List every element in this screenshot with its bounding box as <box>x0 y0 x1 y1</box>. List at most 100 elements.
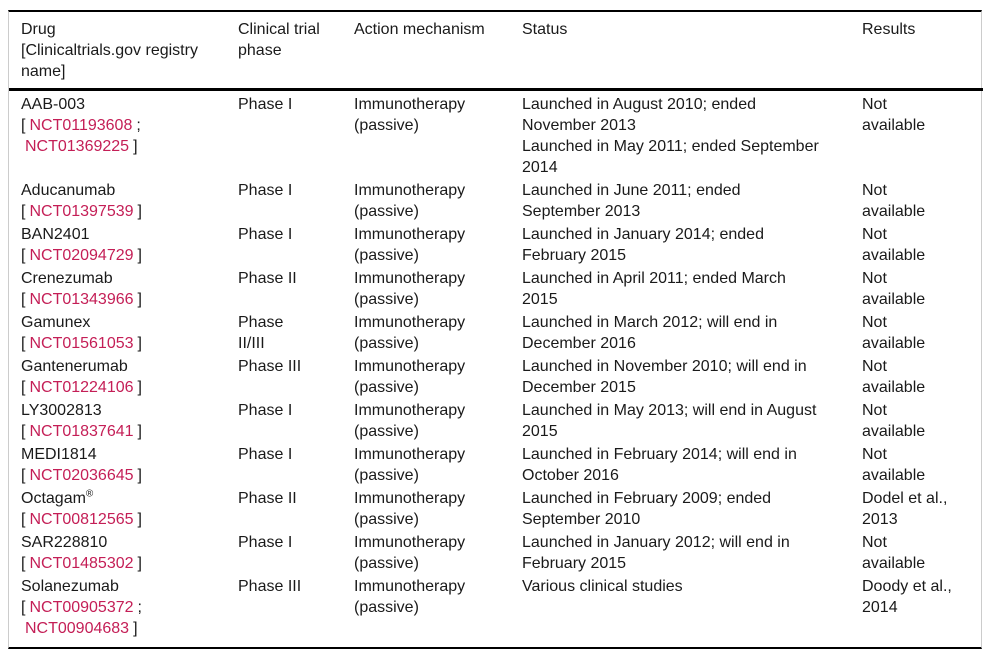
drug-cell: Octagam® [NCT00812565] <box>9 487 226 531</box>
nct-registry-link[interactable]: NCT01837641 <box>29 423 134 440</box>
phase-cell: Phase II/III <box>226 311 342 355</box>
results-text: Dodel et al., 2013 <box>862 490 948 528</box>
status-cell: Launched in January 2014; ended February… <box>510 223 850 267</box>
nct-registry-link[interactable]: NCT02094729 <box>29 247 134 264</box>
table-row: Crenezumab [NCT01343966] Phase II Immuno… <box>9 267 983 311</box>
phase-text: Phase I <box>238 534 293 551</box>
status-cell: Launched in August 2010; ended November … <box>510 90 850 180</box>
mechanism-cell: Immunotherapy (passive) <box>342 355 510 399</box>
bracket-open: [ <box>21 203 26 220</box>
status-text: Launched in January 2012; will end in Fe… <box>522 534 790 572</box>
status-text: Launched in August 2010; ended November … <box>522 96 756 134</box>
table-row: Octagam® [NCT00812565] Phase II Immunoth… <box>9 487 983 531</box>
mechanism-cell: Immunotherapy (passive) <box>342 311 510 355</box>
status-text: Launched in November 2010; will end in D… <box>522 358 807 396</box>
phase-text: Phase I <box>238 182 293 199</box>
separator-semicolon: ; <box>136 117 141 134</box>
status-text: Launched in January 2014; ended February… <box>522 226 764 264</box>
table-row: BAN2401 [NCT02094729] Phase I Immunother… <box>9 223 983 267</box>
table-row: Gantenerumab [NCT01224106] Phase III Imm… <box>9 355 983 399</box>
drug-cell: AAB-003 [NCT01193608; NCT01369225] <box>9 90 226 180</box>
registry-line: [NCT00905372; <box>21 597 214 618</box>
bracket-open: [ <box>21 335 26 352</box>
results-cell: Not available <box>850 399 983 443</box>
status-cell: Launched in May 2013; will end in August… <box>510 399 850 443</box>
nct-registry-link[interactable]: NCT00905372 <box>29 599 134 616</box>
drug-cell: BAN2401 [NCT02094729] <box>9 223 226 267</box>
drug-name: Solanezumab <box>21 578 119 595</box>
nct-registry-link[interactable]: NCT00904683 <box>25 620 130 637</box>
column-header-drug-line1: Drug <box>21 21 56 38</box>
drug-cell: LY3002813 [NCT01837641] <box>9 399 226 443</box>
registry-line: NCT00904683] <box>21 618 214 639</box>
bracket-open: [ <box>21 291 26 308</box>
bracket-close: ] <box>133 620 138 637</box>
status-cell: Launched in November 2010; will end in D… <box>510 355 850 399</box>
results-cell: Not available <box>850 311 983 355</box>
mechanism-cell: Immunotherapy (passive) <box>342 443 510 487</box>
drug-name: Gamunex <box>21 314 91 331</box>
drug-cell: Gamunex [NCT01561053] <box>9 311 226 355</box>
mechanism-cell: Immunotherapy (passive) <box>342 223 510 267</box>
registry-line: [NCT01193608; <box>21 115 214 136</box>
phase-cell: Phase III <box>226 575 342 647</box>
mechanism-text: Immunotherapy (passive) <box>354 578 466 616</box>
results-text: Not available <box>862 358 926 396</box>
nct-registry-link[interactable]: NCT02036645 <box>29 467 134 484</box>
phase-cell: Phase I <box>226 223 342 267</box>
results-text: Doody et al., 2014 <box>862 578 952 616</box>
results-cell: Not available <box>850 223 983 267</box>
status-text: Launched in April 2011; ended March 2015 <box>522 270 786 308</box>
mechanism-text: Immunotherapy (passive) <box>354 96 466 134</box>
bracket-open: [ <box>21 467 26 484</box>
results-cell: Doody et al., 2014 <box>850 575 983 647</box>
mechanism-cell: Immunotherapy (passive) <box>342 487 510 531</box>
column-header-phase: Clinical trial phase <box>226 12 342 91</box>
column-header-drug-line2: [Clinicaltrials.gov registry name] <box>21 42 198 80</box>
results-cell: Not available <box>850 90 983 180</box>
mechanism-cell: Immunotherapy (passive) <box>342 575 510 647</box>
status-cell: Launched in January 2012; will end in Fe… <box>510 531 850 575</box>
nct-registry-link[interactable]: NCT01561053 <box>29 335 134 352</box>
registry-line: [NCT01485302] <box>21 553 214 574</box>
drug-cell: Gantenerumab [NCT01224106] <box>9 355 226 399</box>
nct-registry-link[interactable]: NCT01485302 <box>29 555 134 572</box>
registry-line: NCT01369225] <box>21 136 214 157</box>
mechanism-cell: Immunotherapy (passive) <box>342 399 510 443</box>
results-cell: Not available <box>850 355 983 399</box>
mechanism-cell: Immunotherapy (passive) <box>342 267 510 311</box>
mechanism-text: Immunotherapy (passive) <box>354 534 466 572</box>
table-row: LY3002813 [NCT01837641] Phase I Immunoth… <box>9 399 983 443</box>
drug-name: Gantenerumab <box>21 358 128 375</box>
phase-cell: Phase I <box>226 399 342 443</box>
nct-registry-link[interactable]: NCT00812565 <box>29 511 134 528</box>
nct-registry-link[interactable]: NCT01369225 <box>25 138 130 155</box>
drug-name: LY3002813 <box>21 402 102 419</box>
bracket-open: [ <box>21 555 26 572</box>
nct-registry-link[interactable]: NCT01193608 <box>29 117 133 134</box>
phase-cell: Phase I <box>226 531 342 575</box>
phase-cell: Phase I <box>226 443 342 487</box>
registry-line: [NCT01343966] <box>21 289 214 310</box>
nct-registry-link[interactable]: NCT01343966 <box>29 291 134 308</box>
registry-line: [NCT02094729] <box>21 245 214 266</box>
nct-registry-link[interactable]: NCT01397539 <box>29 203 134 220</box>
drug-name-text: Octagam <box>21 490 86 507</box>
phase-cell: Phase II <box>226 487 342 531</box>
drug-name: MEDI1814 <box>21 446 97 463</box>
bracket-close: ] <box>137 423 142 440</box>
phase-text: Phase I <box>238 226 293 243</box>
results-text: Not available <box>862 182 926 220</box>
status-cell: Launched in June 2011; ended September 2… <box>510 179 850 223</box>
column-header-mechanism: Action mechanism <box>342 12 510 91</box>
status-text: Launched in February 2009; ended Septemb… <box>522 490 772 528</box>
nct-registry-link[interactable]: NCT01224106 <box>29 379 134 396</box>
results-text: Not available <box>862 314 926 352</box>
bracket-close: ] <box>137 247 142 264</box>
drug-name: SAR228810 <box>21 534 108 551</box>
drug-cell: Crenezumab [NCT01343966] <box>9 267 226 311</box>
bracket-close: ] <box>137 511 142 528</box>
bracket-open: [ <box>21 599 26 616</box>
results-cell: Not available <box>850 531 983 575</box>
phase-cell: Phase II <box>226 267 342 311</box>
